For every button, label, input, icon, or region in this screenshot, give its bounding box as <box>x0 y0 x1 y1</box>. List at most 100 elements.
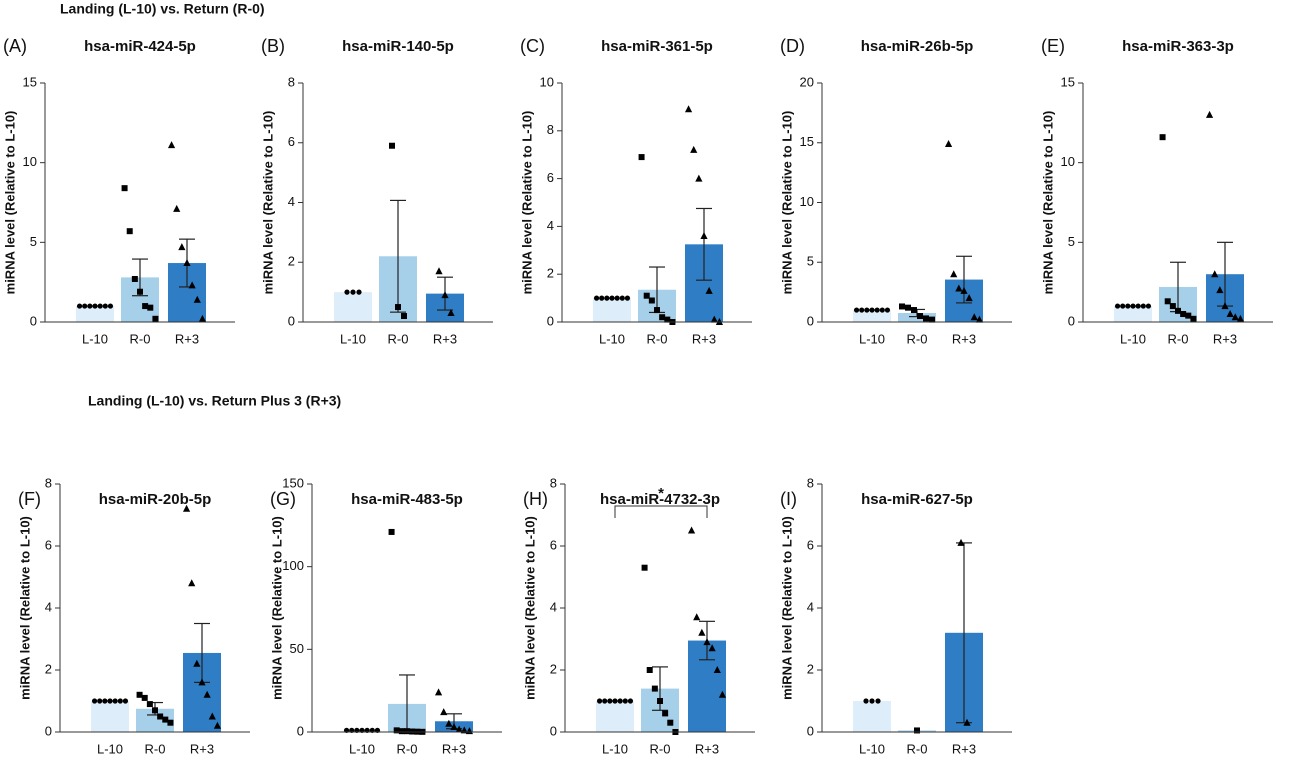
x-tick-label: L-10 <box>602 741 628 756</box>
panel-label: (G) <box>270 489 296 509</box>
y-axis-label: miRNA level (Relative to L-10) <box>1040 111 1055 295</box>
bar <box>76 306 114 322</box>
y-axis-label: miRNA level (Relative to L-10) <box>779 111 794 295</box>
data-point <box>965 294 973 302</box>
y-tick-label: 5 <box>1068 234 1075 249</box>
y-tick-label: 10 <box>800 194 814 209</box>
x-tick-label: R+3 <box>952 331 976 346</box>
x-tick-label: L-10 <box>599 331 625 346</box>
y-tick-label: 0 <box>30 313 37 328</box>
error-bar <box>696 207 712 281</box>
panel-label: (C) <box>520 36 545 56</box>
x-tick-label: L-10 <box>859 741 885 756</box>
data-point <box>874 307 880 313</box>
significance-bracket <box>614 505 708 518</box>
data-point <box>869 698 875 704</box>
y-tick-label: 8 <box>547 122 554 137</box>
section-heading: Landing (L-10) vs. Return Plus 3 (R+3) <box>88 393 341 409</box>
x-tick-label: R-0 <box>388 331 409 346</box>
data-point <box>198 314 207 322</box>
y-axis-label: miRNA level (Relative to L-10) <box>522 516 537 700</box>
y-tick-label: 8 <box>550 475 557 490</box>
x-tick-label: L-10 <box>349 741 375 756</box>
data-point <box>183 259 191 267</box>
data-point <box>82 303 88 309</box>
data-point <box>905 304 911 311</box>
significance-mark: * <box>658 485 664 502</box>
y-tick-label: 6 <box>807 537 814 552</box>
x-tick-label: R-0 <box>1168 331 1189 346</box>
y-tick-label: 5 <box>30 234 37 249</box>
y-tick-label: 10 <box>1061 154 1075 169</box>
y-tick-label: 0 <box>807 723 814 738</box>
data-point <box>599 295 605 301</box>
bar <box>91 701 129 732</box>
data-point <box>193 659 201 667</box>
panel-label: (D) <box>780 36 805 56</box>
data-point <box>624 295 631 301</box>
data-point <box>182 504 191 512</box>
y-tick-label: 0 <box>807 313 814 328</box>
y-tick-label: 0 <box>297 723 304 738</box>
data-point <box>693 613 701 621</box>
data-point <box>950 270 958 278</box>
y-tick-label: 8 <box>45 475 52 490</box>
data-point <box>604 295 610 301</box>
data-point <box>975 315 984 323</box>
x-tick-label: R+3 <box>433 331 457 346</box>
data-point <box>178 243 186 251</box>
data-point <box>137 288 143 295</box>
chart-title: hsa-miR-483-5p <box>351 491 463 508</box>
chart-title: hsa-miR-627-5p <box>861 491 973 508</box>
data-point <box>434 688 443 696</box>
y-tick-label: 5 <box>807 254 814 269</box>
data-point <box>955 284 963 292</box>
data-point <box>657 698 663 704</box>
chart-title: hsa-miR-4732-3p <box>600 491 720 508</box>
y-axis-label: miRNA level (Relative to L-10) <box>779 516 794 700</box>
error-bar <box>390 199 406 313</box>
data-point <box>1216 286 1224 294</box>
data-point <box>91 698 98 704</box>
data-point <box>859 307 865 313</box>
y-tick-label: 8 <box>288 74 295 89</box>
data-point <box>869 307 875 313</box>
data-point <box>664 316 671 323</box>
y-tick-label: 0 <box>547 313 554 328</box>
data-point <box>117 698 123 704</box>
data-point <box>162 716 169 723</box>
x-tick-label: R-0 <box>145 741 166 756</box>
y-tick-label: 2 <box>288 254 295 269</box>
chart-title: hsa-miR-26b-5p <box>861 38 974 55</box>
data-point <box>107 698 113 704</box>
data-point <box>684 105 693 113</box>
data-point <box>112 698 118 704</box>
chart-title: hsa-miR-20b-5p <box>99 491 212 508</box>
data-point <box>641 564 648 571</box>
data-point <box>126 228 133 235</box>
data-point <box>662 710 669 717</box>
data-point <box>1164 298 1171 305</box>
data-point <box>107 303 114 309</box>
data-point <box>102 698 108 704</box>
data-point <box>863 698 869 704</box>
data-point <box>447 309 455 317</box>
data-point <box>213 721 222 729</box>
panel-label: (H) <box>523 489 548 509</box>
x-tick-label: R-0 <box>650 741 671 756</box>
data-point <box>350 289 356 295</box>
data-point <box>188 281 196 289</box>
data-point <box>92 303 98 309</box>
data-point <box>1236 314 1245 322</box>
data-point <box>455 725 463 733</box>
y-tick-label: 2 <box>550 661 557 676</box>
chart-title: hsa-miR-140-5p <box>342 38 454 55</box>
x-tick-label: R+3 <box>1213 331 1237 346</box>
data-point <box>393 727 400 734</box>
data-point <box>97 698 103 704</box>
y-tick-label: 2 <box>547 266 554 281</box>
data-point <box>441 291 449 299</box>
y-tick-label: 15 <box>23 74 37 89</box>
data-point <box>1180 311 1187 318</box>
data-point <box>687 526 696 534</box>
